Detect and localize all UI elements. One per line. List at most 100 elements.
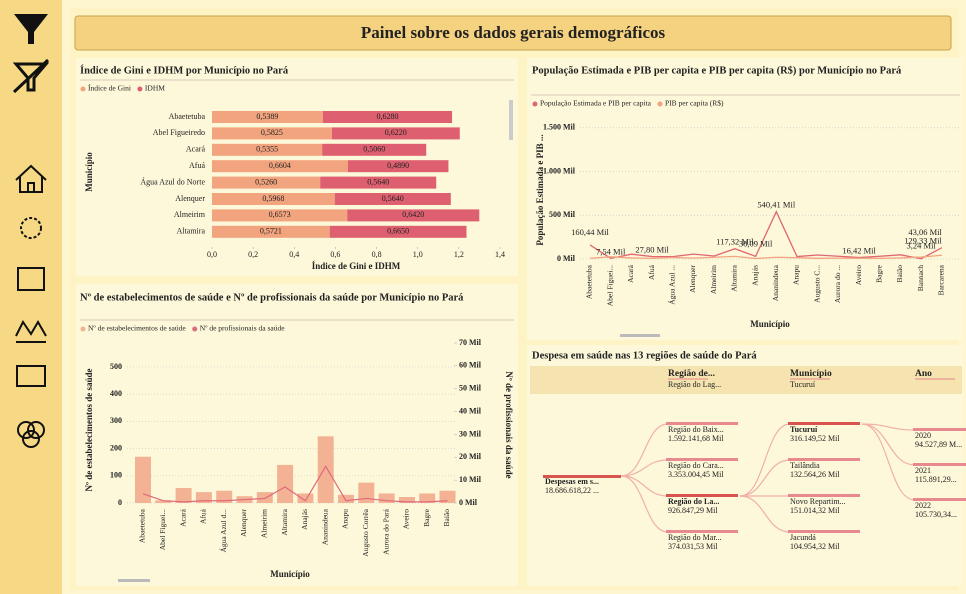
y2-tick-label: 0 Mil [459, 498, 478, 507]
bar [439, 490, 456, 503]
y-tick-label: Acará [186, 145, 206, 154]
circles-icon[interactable] [17, 421, 45, 448]
tree-node-value: 94.527,89 M... [915, 440, 962, 449]
bar [398, 497, 415, 503]
x-tick-label: Almeirim [709, 265, 718, 294]
tree-link [739, 459, 791, 497]
legend-swatch [192, 326, 198, 332]
y-tick-label: 1.000 Mil [543, 166, 576, 175]
tree-node-value: 151.014,32 Mil [790, 506, 840, 515]
line [589, 254, 942, 260]
tree-node-value: 3.353.004,45 Mil [668, 470, 724, 479]
y-tick-label: Afuá [189, 161, 205, 170]
legend-swatch [657, 101, 663, 107]
bar [155, 500, 172, 503]
x-tick-label: Afuá [199, 508, 208, 524]
x-tick-label: Anajás [300, 509, 309, 530]
scrollbar[interactable] [620, 334, 660, 337]
bar-segment [320, 176, 437, 189]
bar-segment [322, 143, 427, 156]
tree-link [739, 423, 791, 497]
tree-node-label: 2022 [915, 501, 931, 510]
x-tick-label: 0,4 [289, 250, 299, 259]
x-tick-label: 0,8 [372, 250, 382, 259]
bar-segment [322, 111, 453, 123]
bar-segment [212, 160, 348, 173]
tree-node-value: 926.847,29 Mil [668, 506, 718, 515]
y-tick-label: Abel Figueiredo [153, 128, 205, 137]
chart-icon[interactable] [15, 320, 47, 343]
x-tick-label: Augusto C... [812, 265, 821, 303]
filter-icon[interactable] [14, 14, 48, 44]
y2-tick-label: 10 Mil [459, 475, 482, 484]
data-label: 160,44 Mil [571, 227, 609, 237]
population-icon[interactable] [17, 267, 45, 291]
tree-column-header: Município [790, 369, 832, 379]
legend-swatch [137, 86, 143, 92]
x-tick-label: 1,4 [495, 250, 505, 259]
bar-segment [212, 111, 323, 123]
presentation-icon[interactable] [16, 365, 46, 387]
bar [317, 436, 334, 503]
clear-filter-icon[interactable] [12, 58, 50, 94]
x-tick-label: Aurora do Pará [381, 508, 390, 554]
panel [76, 284, 518, 586]
bar [277, 464, 294, 503]
data-label: 0,6573 [269, 210, 291, 219]
line [142, 465, 448, 503]
y-tick-label: 0 [118, 498, 122, 507]
bar-segment [347, 160, 449, 173]
x-tick-label: Alenquer [688, 264, 697, 292]
tree-node-bar [666, 422, 738, 425]
y-tick-label: Água Azul do Norte [140, 176, 205, 186]
virus-icon[interactable] [20, 217, 42, 239]
x-tick-label: Acará [626, 264, 635, 283]
x-tick-label: Bagre [422, 508, 431, 527]
data-label: 0,5260 [255, 177, 277, 186]
tree-node-label: Região do Cara... [668, 461, 724, 470]
tree-column-selected: Tucuruí [790, 380, 816, 389]
y-tick-label: Altamira [177, 227, 206, 236]
bar [338, 494, 354, 503]
legend-label: Índice de Gini [88, 83, 131, 93]
tree-node-value: 18.686.618,22 ... [545, 486, 599, 495]
page-title: Painel sobre os dados gerais demográfico… [361, 23, 666, 42]
tree-link [620, 459, 669, 477]
chart-title: Índice de Gini e IDHM por Município no P… [80, 64, 289, 76]
tree-node-label: Região do Baix... [668, 425, 724, 434]
header-bar [74, 15, 952, 51]
x-tick-label: Água Azul d... [218, 509, 228, 553]
y2-tick-label: 30 Mil [459, 429, 482, 438]
y-axis-title: Município [84, 152, 94, 192]
legend-swatch [532, 101, 538, 107]
tree-node-bar [913, 428, 966, 431]
x-tick-label: Água Azul ... [667, 265, 677, 305]
bar-segment [212, 176, 321, 189]
x-tick-label: Aveiro [854, 265, 863, 286]
bar [135, 456, 151, 503]
scrollbar[interactable] [118, 579, 150, 582]
home-icon[interactable] [15, 164, 47, 193]
y-axis-title: População Estimada e PIB ... [535, 134, 545, 245]
legend-swatch [80, 326, 86, 332]
data-label: 3,24 Mil [907, 241, 937, 251]
tree-header [530, 366, 962, 394]
x-tick-label: Altamira [730, 264, 739, 291]
y-tick-label: 1.500 Mil [543, 123, 576, 132]
tree-link [620, 475, 669, 533]
chart-title: População Estimada e PIB per capita e PI… [532, 65, 902, 76]
tree-node-bar [543, 475, 621, 478]
data-label: 117,32 Mil [716, 237, 754, 247]
tree-node-bar [788, 458, 860, 461]
tree-node-bar [666, 494, 738, 497]
scrollbar[interactable] [509, 100, 513, 140]
legend-label: Nº de profissionais da saúde [200, 324, 285, 333]
y2-tick-label: 60 Mil [459, 361, 482, 370]
legend-label: Nº de estabelecimentos de saúde [88, 324, 186, 333]
tree-node-bar [788, 530, 860, 533]
bar-segment [334, 193, 451, 205]
x-tick-label: Altamira [280, 508, 289, 535]
data-label: 0,5721 [260, 227, 282, 236]
